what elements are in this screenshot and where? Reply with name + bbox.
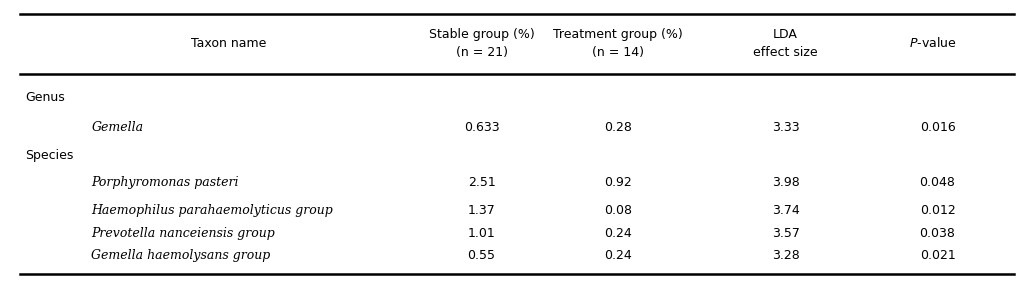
- Text: 0.28: 0.28: [605, 121, 632, 134]
- Text: Taxon name: Taxon name: [190, 37, 266, 50]
- Text: 0.24: 0.24: [605, 249, 632, 262]
- Text: 3.98: 3.98: [771, 176, 799, 190]
- Text: 0.92: 0.92: [605, 176, 632, 190]
- Text: Prevotella nanceiensis group: Prevotella nanceiensis group: [91, 227, 275, 240]
- Text: 0.24: 0.24: [605, 227, 632, 240]
- Text: 0.55: 0.55: [467, 249, 495, 262]
- Text: 3.28: 3.28: [771, 249, 799, 262]
- Text: 2.51: 2.51: [467, 176, 495, 190]
- Text: Treatment group (%)
(n = 14): Treatment group (%) (n = 14): [553, 28, 683, 59]
- Text: Gemella haemolysans group: Gemella haemolysans group: [91, 249, 271, 262]
- Text: Genus: Genus: [26, 91, 65, 104]
- Text: 0.08: 0.08: [604, 204, 633, 217]
- Text: Haemophilus parahaemolyticus group: Haemophilus parahaemolyticus group: [91, 204, 333, 217]
- Text: $\it{P}$-value: $\it{P}$-value: [909, 36, 956, 50]
- Text: Stable group (%)
(n = 21): Stable group (%) (n = 21): [429, 28, 535, 59]
- Text: 0.021: 0.021: [919, 249, 955, 262]
- Text: 3.33: 3.33: [771, 121, 799, 134]
- Text: Porphyromonas pasteri: Porphyromonas pasteri: [91, 176, 239, 190]
- Text: Species: Species: [26, 148, 73, 162]
- Text: Gemella: Gemella: [91, 121, 144, 134]
- Text: 3.74: 3.74: [771, 204, 799, 217]
- Text: 0.633: 0.633: [463, 121, 499, 134]
- Text: 3.57: 3.57: [771, 227, 799, 240]
- Text: 0.016: 0.016: [919, 121, 955, 134]
- Text: 1.01: 1.01: [467, 227, 495, 240]
- Text: 1.37: 1.37: [467, 204, 495, 217]
- Text: 0.038: 0.038: [919, 227, 955, 240]
- Text: 0.012: 0.012: [919, 204, 955, 217]
- Text: 0.048: 0.048: [919, 176, 955, 190]
- Text: LDA
effect size: LDA effect size: [753, 28, 818, 59]
